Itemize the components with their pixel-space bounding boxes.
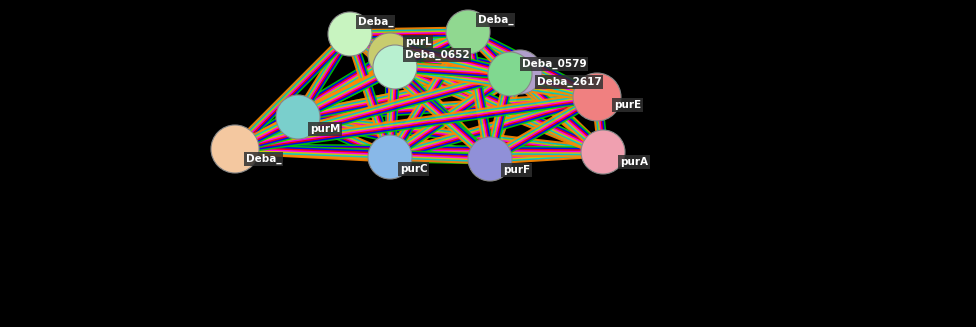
- Circle shape: [498, 50, 542, 94]
- Text: Deba_: Deba_: [246, 154, 282, 164]
- Text: purM: purM: [310, 124, 341, 134]
- Circle shape: [328, 12, 372, 56]
- Circle shape: [368, 33, 412, 77]
- Circle shape: [373, 45, 417, 89]
- Text: purF: purF: [503, 165, 530, 175]
- Text: purC: purC: [400, 164, 427, 174]
- Circle shape: [468, 137, 512, 181]
- Text: Deba_2617: Deba_2617: [537, 77, 602, 87]
- Text: Deba_: Deba_: [358, 17, 393, 27]
- Circle shape: [573, 73, 621, 121]
- Circle shape: [276, 95, 320, 139]
- Text: Deba_: Deba_: [478, 15, 513, 25]
- Circle shape: [211, 125, 259, 173]
- Circle shape: [368, 135, 412, 179]
- Text: Deba_0579: Deba_0579: [522, 59, 587, 69]
- Text: purE: purE: [614, 100, 641, 110]
- Text: Deba_0652: Deba_0652: [405, 50, 469, 60]
- Text: purA: purA: [620, 157, 648, 167]
- Circle shape: [581, 130, 625, 174]
- Circle shape: [488, 52, 532, 96]
- Text: purL: purL: [405, 37, 431, 47]
- Circle shape: [446, 10, 490, 54]
